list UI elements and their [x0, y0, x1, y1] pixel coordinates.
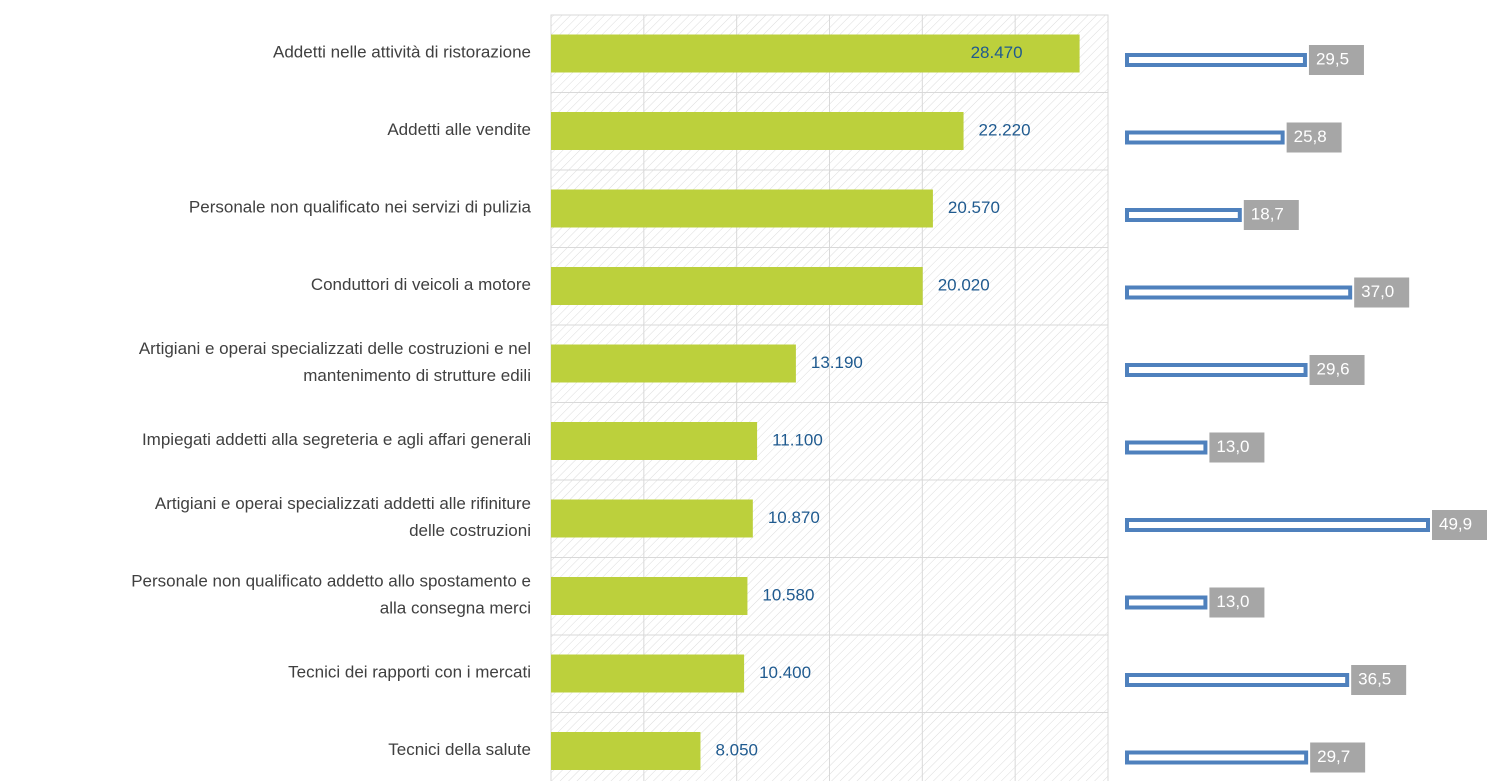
value-label: 29,7: [1317, 747, 1350, 766]
value-label: 22.220: [979, 120, 1031, 139]
value-label-box: [1309, 355, 1365, 385]
bar: [1125, 750, 1309, 765]
value-label: 10.580: [762, 585, 814, 604]
value-label: 11.100: [772, 430, 823, 449]
value-label: 29,5: [1316, 49, 1349, 68]
bar: [551, 344, 796, 383]
category-label: Personale non qualificato addetto allo s…: [131, 572, 531, 618]
value-label: 18,7: [1251, 204, 1284, 223]
bar: [1125, 595, 1208, 610]
value-label: 13,0: [1216, 592, 1249, 611]
bar: [551, 112, 964, 150]
value-label-box: [1432, 510, 1487, 540]
value-label: 10.870: [768, 508, 820, 527]
value-label: 13.190: [811, 353, 863, 372]
value-label-box: [1351, 665, 1407, 695]
bar: [1125, 518, 1430, 532]
category-label: Conduttori di veicoli a motore: [311, 275, 531, 294]
value-label: 20.020: [938, 275, 990, 294]
value-label-box: [1310, 742, 1366, 773]
value-label-box: [1209, 587, 1265, 618]
value-label-box: [1243, 200, 1299, 230]
category-label: Tecnici della salute: [388, 740, 531, 759]
value-label: 8.050: [715, 740, 758, 759]
value-label-box: [1286, 122, 1342, 153]
bar: [551, 499, 753, 538]
category-label: Artigiani e operai specializzati addetti…: [155, 494, 531, 540]
bar: [551, 577, 748, 615]
value-label-box: [1209, 432, 1265, 463]
bar: [1125, 130, 1285, 145]
bar: [1125, 673, 1350, 687]
value-label: 20.570: [948, 198, 1000, 217]
category-label: Personale non qualificato nei servizi di…: [189, 198, 532, 217]
bar: [551, 34, 1080, 73]
value-label: 25,8: [1294, 127, 1327, 146]
category-label: Impiegati addetti alla segreteria e agli…: [142, 430, 531, 449]
category-label: Addetti alle vendite: [387, 120, 531, 139]
bar: [1125, 285, 1353, 300]
bar: [1125, 53, 1307, 67]
value-label: 13,0: [1216, 437, 1249, 456]
bar: [551, 654, 745, 693]
bar: [1125, 440, 1208, 455]
value-label: 28.470: [971, 43, 1023, 62]
bar: [551, 422, 758, 460]
bar: [1125, 363, 1308, 377]
category-label: Artigiani e operai specializzati delle c…: [139, 339, 531, 385]
value-label: 10.400: [759, 663, 811, 682]
category-label: Addetti nelle attività di ristorazione: [273, 43, 531, 62]
value-label: 36,5: [1358, 669, 1391, 688]
bar: [551, 267, 923, 305]
bar: [551, 732, 701, 770]
value-label: 49,9: [1439, 514, 1472, 533]
value-label: 29,6: [1317, 359, 1350, 378]
value-label: 37,0: [1361, 282, 1394, 301]
bar: [551, 189, 933, 228]
value-label-box: [1354, 277, 1410, 308]
value-label-box: [1308, 45, 1364, 75]
category-label: Tecnici dei rapporti con i mercati: [288, 663, 531, 682]
bar: [1125, 208, 1242, 222]
